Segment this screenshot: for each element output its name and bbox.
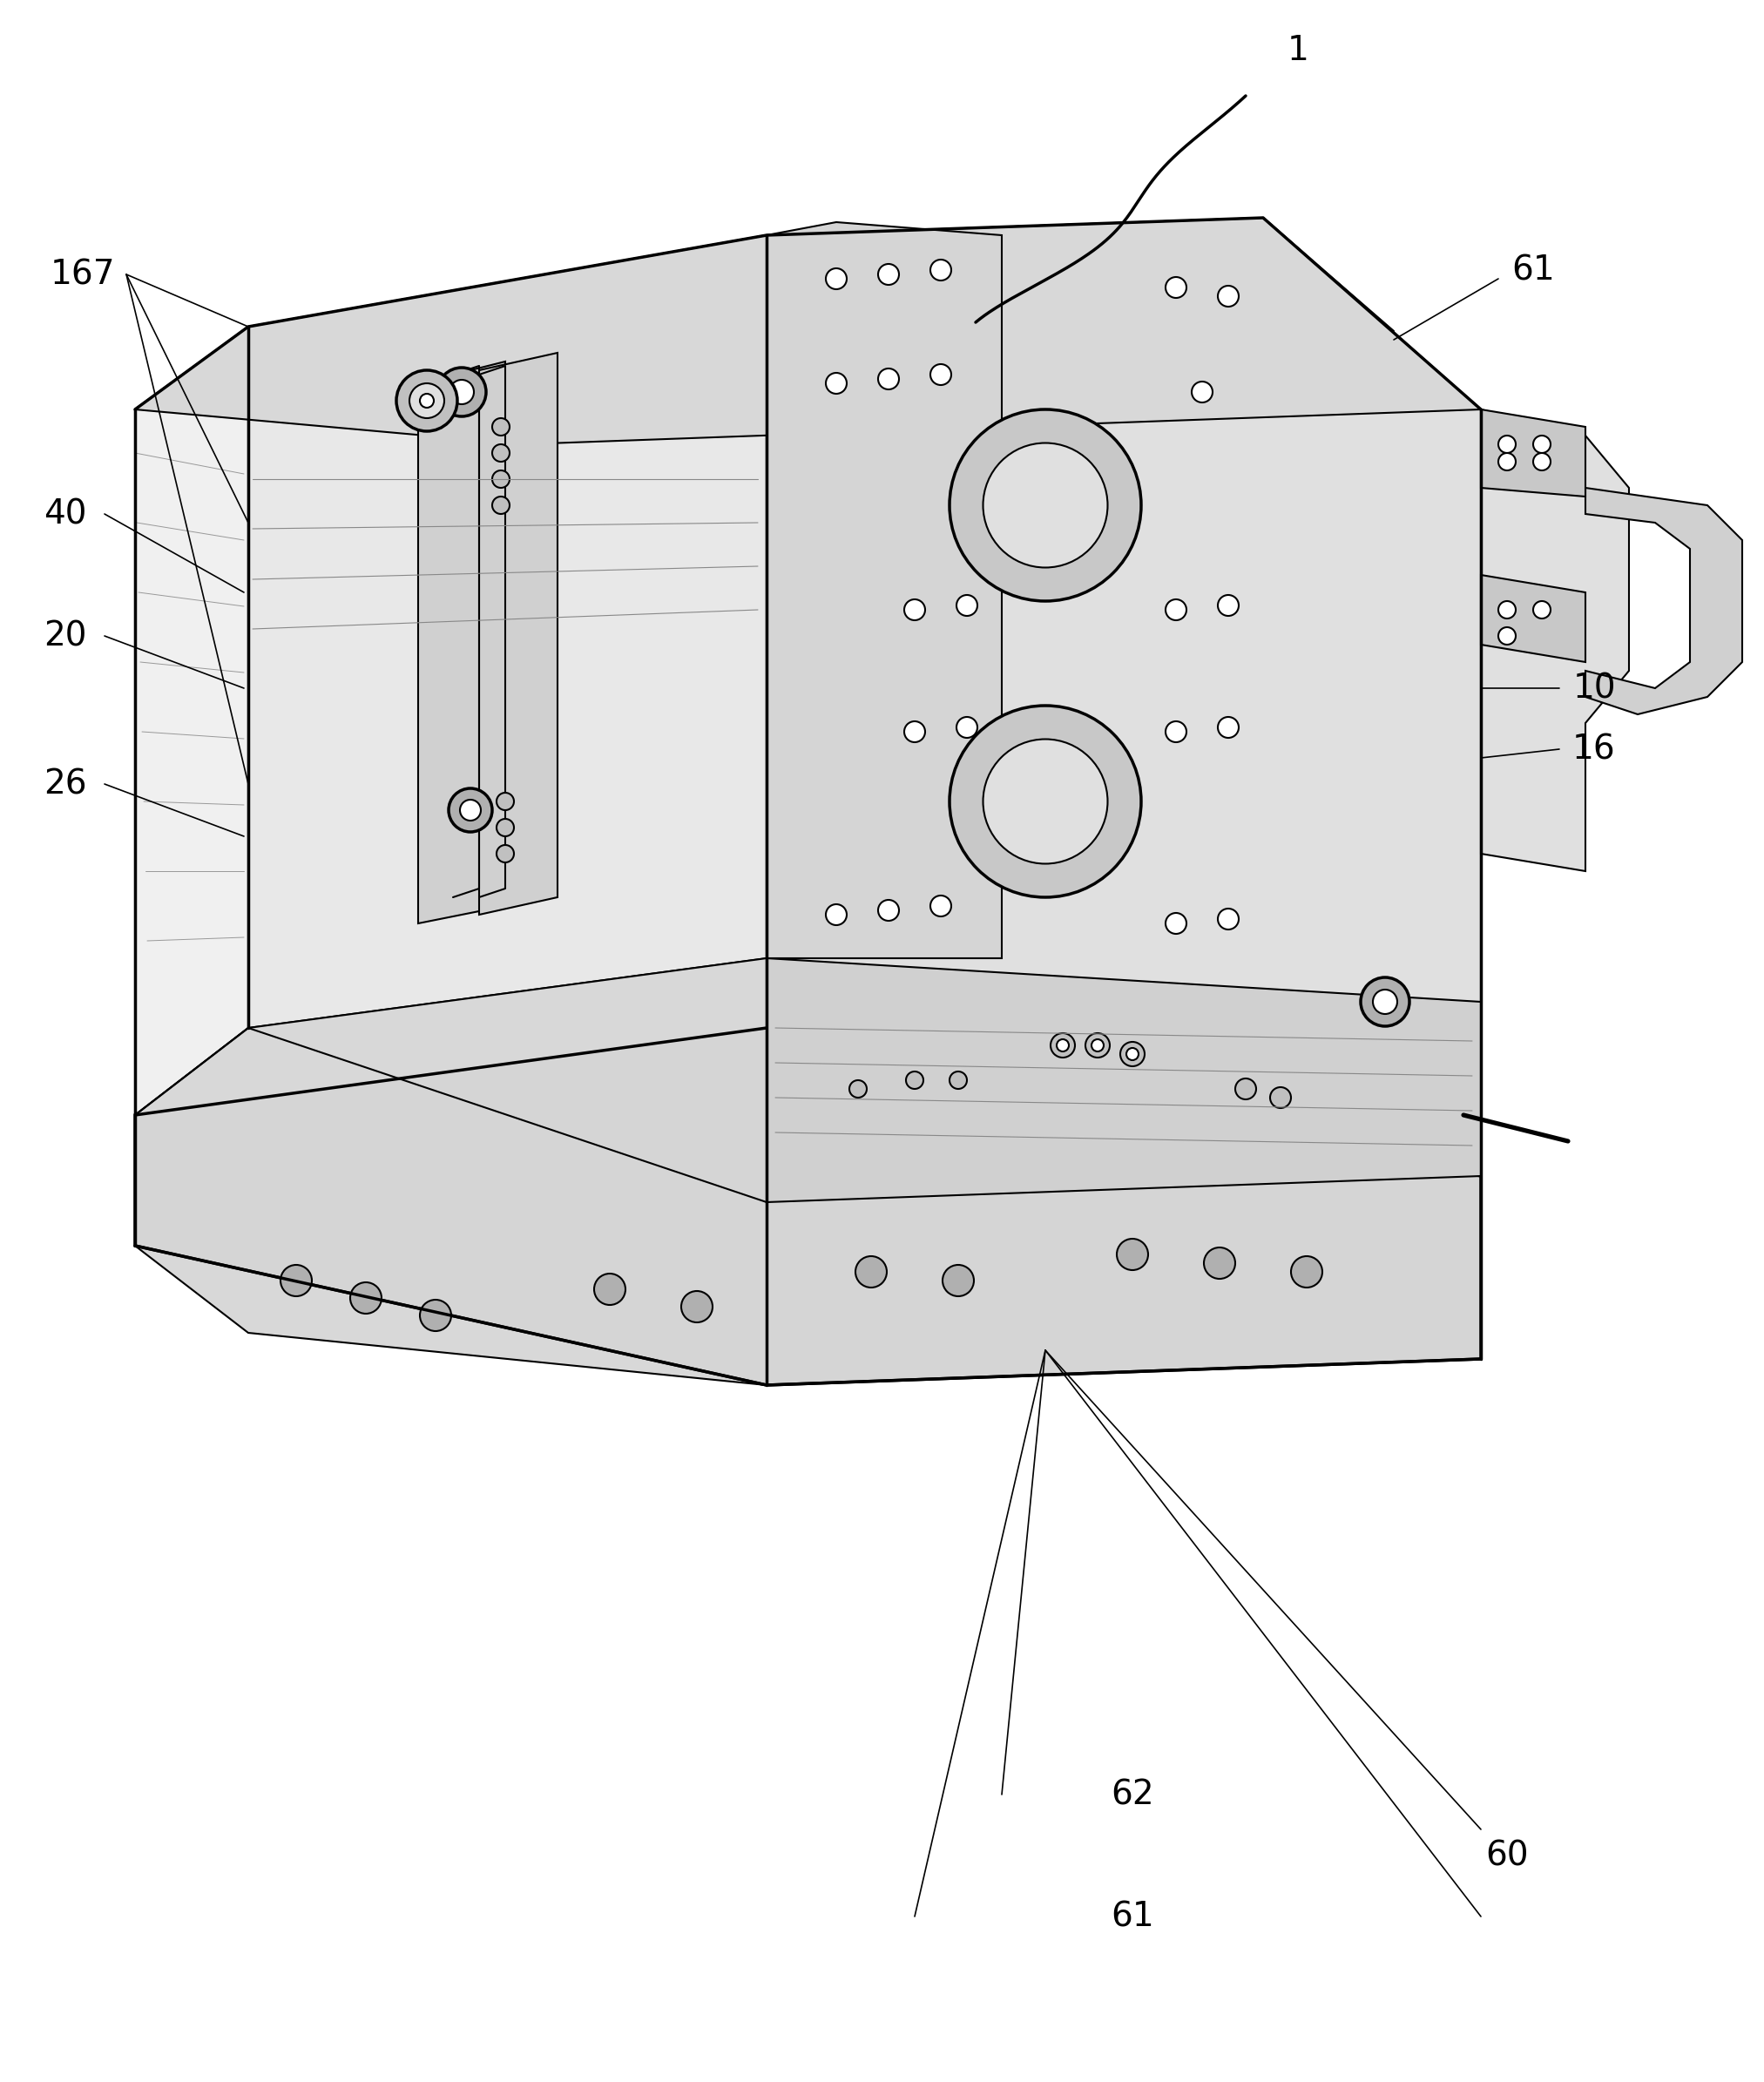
Circle shape bbox=[1498, 627, 1515, 645]
Circle shape bbox=[905, 720, 924, 741]
Polygon shape bbox=[1482, 410, 1628, 870]
Circle shape bbox=[1533, 435, 1551, 454]
Circle shape bbox=[949, 410, 1141, 602]
Circle shape bbox=[942, 1266, 974, 1297]
Circle shape bbox=[397, 371, 457, 431]
Circle shape bbox=[930, 895, 951, 916]
Text: 62: 62 bbox=[1111, 1778, 1154, 1811]
Circle shape bbox=[1166, 912, 1187, 935]
Polygon shape bbox=[249, 235, 767, 1029]
Circle shape bbox=[826, 373, 847, 393]
Circle shape bbox=[1217, 595, 1238, 616]
Polygon shape bbox=[480, 352, 557, 914]
Circle shape bbox=[1533, 602, 1551, 618]
Text: 20: 20 bbox=[44, 618, 86, 652]
Polygon shape bbox=[1482, 575, 1586, 662]
Circle shape bbox=[492, 418, 510, 435]
Circle shape bbox=[878, 899, 900, 920]
Circle shape bbox=[351, 1283, 381, 1314]
Circle shape bbox=[1092, 1039, 1104, 1051]
Circle shape bbox=[460, 799, 482, 820]
Circle shape bbox=[878, 369, 900, 389]
Circle shape bbox=[1372, 989, 1397, 1014]
Circle shape bbox=[1192, 381, 1212, 402]
Circle shape bbox=[983, 739, 1108, 864]
Circle shape bbox=[1166, 277, 1187, 298]
Circle shape bbox=[492, 443, 510, 462]
Text: 167: 167 bbox=[49, 258, 115, 291]
Circle shape bbox=[1217, 908, 1238, 929]
Circle shape bbox=[496, 818, 513, 837]
Circle shape bbox=[1360, 976, 1409, 1026]
Circle shape bbox=[848, 1081, 866, 1097]
Circle shape bbox=[496, 845, 513, 862]
Circle shape bbox=[1235, 1078, 1256, 1099]
Circle shape bbox=[930, 260, 951, 281]
Circle shape bbox=[420, 393, 434, 408]
Circle shape bbox=[1217, 285, 1238, 306]
Circle shape bbox=[1498, 602, 1515, 618]
Text: 61: 61 bbox=[1111, 1901, 1154, 1932]
Circle shape bbox=[878, 264, 900, 285]
Circle shape bbox=[1203, 1247, 1235, 1278]
Circle shape bbox=[930, 364, 951, 385]
Text: 26: 26 bbox=[44, 768, 86, 802]
Polygon shape bbox=[1586, 487, 1743, 714]
Circle shape bbox=[856, 1255, 887, 1287]
Circle shape bbox=[1120, 1041, 1145, 1066]
Circle shape bbox=[907, 1072, 923, 1089]
Polygon shape bbox=[136, 219, 1482, 443]
Circle shape bbox=[1085, 1033, 1110, 1058]
Circle shape bbox=[1051, 1033, 1074, 1058]
Text: 40: 40 bbox=[44, 498, 86, 531]
Circle shape bbox=[1117, 1239, 1148, 1270]
Circle shape bbox=[437, 369, 487, 416]
Circle shape bbox=[280, 1266, 312, 1297]
Circle shape bbox=[983, 443, 1108, 568]
Circle shape bbox=[1057, 1039, 1069, 1051]
Circle shape bbox=[1270, 1087, 1291, 1108]
Polygon shape bbox=[136, 1029, 1482, 1385]
Circle shape bbox=[949, 706, 1141, 897]
Circle shape bbox=[492, 496, 510, 514]
Circle shape bbox=[448, 789, 492, 833]
Circle shape bbox=[1498, 435, 1515, 454]
Circle shape bbox=[1498, 454, 1515, 471]
Polygon shape bbox=[418, 362, 505, 924]
Circle shape bbox=[826, 904, 847, 924]
Circle shape bbox=[949, 1072, 967, 1089]
Circle shape bbox=[409, 383, 445, 418]
Circle shape bbox=[1217, 716, 1238, 737]
Text: 60: 60 bbox=[1485, 1838, 1529, 1872]
Text: 1: 1 bbox=[1288, 33, 1309, 67]
Polygon shape bbox=[767, 219, 1482, 1201]
Text: 16: 16 bbox=[1572, 733, 1616, 766]
Text: 10: 10 bbox=[1572, 672, 1616, 704]
Circle shape bbox=[496, 793, 513, 810]
Circle shape bbox=[1166, 720, 1187, 741]
Text: 61: 61 bbox=[1512, 254, 1554, 287]
Polygon shape bbox=[136, 327, 249, 1116]
Circle shape bbox=[956, 595, 977, 616]
Polygon shape bbox=[136, 958, 1482, 1385]
Circle shape bbox=[492, 471, 510, 487]
Circle shape bbox=[594, 1274, 626, 1305]
Circle shape bbox=[905, 600, 924, 620]
Circle shape bbox=[1127, 1047, 1138, 1060]
Polygon shape bbox=[767, 223, 1002, 958]
Circle shape bbox=[956, 716, 977, 737]
Circle shape bbox=[420, 1299, 452, 1330]
Circle shape bbox=[450, 379, 475, 404]
Circle shape bbox=[681, 1291, 713, 1322]
Polygon shape bbox=[1482, 410, 1586, 496]
Circle shape bbox=[1533, 454, 1551, 471]
Circle shape bbox=[1166, 600, 1187, 620]
Polygon shape bbox=[767, 958, 1482, 1201]
Circle shape bbox=[1291, 1255, 1323, 1287]
Circle shape bbox=[826, 269, 847, 289]
